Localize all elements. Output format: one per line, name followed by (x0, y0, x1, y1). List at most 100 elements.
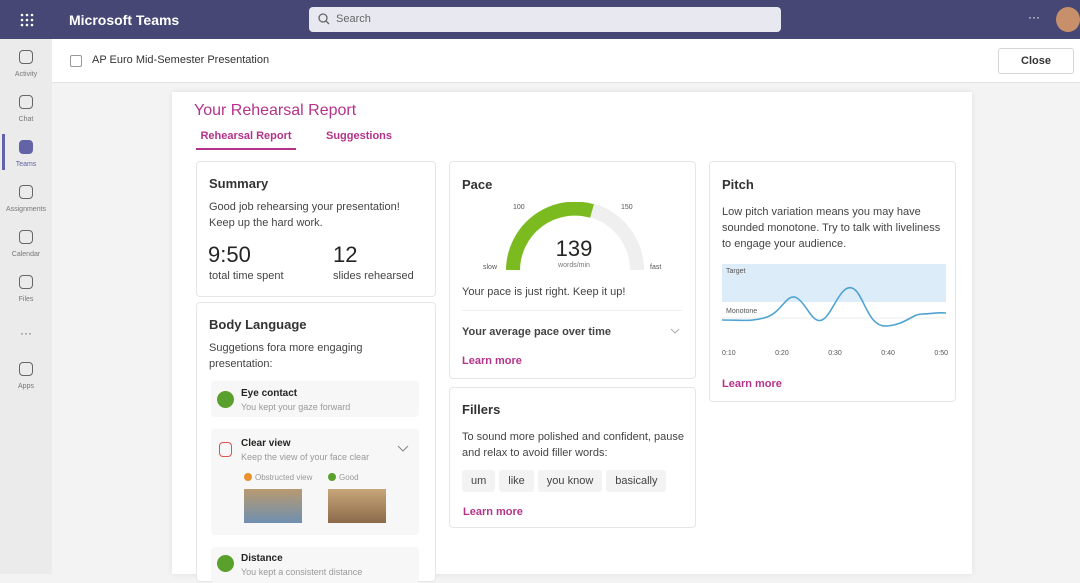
sidebar-icon[interactable] (19, 362, 33, 376)
item-title: Distance (241, 553, 283, 564)
pitch-card: Pitch Low pitch variation means you may … (709, 161, 956, 402)
filler-word: um (462, 470, 496, 492)
time-axis: 0:10 0:20 0:30 0:40 0:50 (722, 350, 948, 357)
card-title: Body Language (209, 317, 307, 332)
pitch-line (722, 287, 946, 327)
gauge-unit: words/min (558, 262, 590, 269)
app-title: Microsoft Teams (69, 12, 180, 28)
check-icon (217, 391, 234, 408)
sidebar-icon[interactable] (19, 185, 33, 199)
card-title: Summary (209, 176, 269, 191)
summary-card: Summary Good job rehearsing your present… (196, 161, 436, 297)
pitch-graph (722, 264, 946, 327)
summary-text: Good job rehearsing your presentation! K… (209, 201, 400, 229)
item-text: Keep the view of your face clear (241, 452, 370, 462)
fillers-text: To sound more polished and confident, pa… (462, 431, 684, 459)
sidebar-label[interactable]: Files (18, 296, 34, 303)
search-placeholder: Search (336, 13, 371, 25)
tab[interactable]: Rehearsal Report (196, 130, 296, 150)
sidebar-icon[interactable] (19, 230, 33, 244)
band-label: Target (726, 268, 746, 275)
close-button[interactable]: Close (998, 48, 1074, 74)
app-launcher-icon[interactable] (20, 13, 34, 27)
search-icon (318, 13, 330, 25)
time-label: 0:50 (934, 350, 948, 357)
suggestion-item: Clear view Keep the view of your face cl… (211, 429, 419, 535)
fillers-card: Fillers To sound more polished and confi… (449, 387, 696, 528)
card-title: Pace (462, 177, 493, 192)
time-label: 0:30 (828, 350, 842, 357)
learn-more-link[interactable]: Learn more (462, 355, 522, 367)
more-options[interactable]: ··· (1028, 10, 1040, 24)
warning-icon (219, 442, 232, 457)
sidebar-label[interactable]: Chat (18, 116, 34, 123)
body-language-text: Suggetions fora more engaging presentati… (209, 342, 363, 370)
sidebar-label[interactable]: Calendar (11, 251, 41, 258)
camera-thumbnail (328, 489, 386, 523)
item-text: You kept a consistent distance (241, 567, 363, 577)
more-apps[interactable]: ··· (20, 326, 32, 340)
card-title: Pitch (722, 177, 754, 192)
gauge-tick: 100 (513, 204, 525, 211)
suggestion-item: Eye contact You kept your gaze forward (211, 381, 419, 417)
active-indicator (2, 134, 5, 170)
stat-label: total time spent (209, 270, 284, 282)
filler-word: like (499, 470, 534, 492)
item-text: You kept your gaze forward (241, 402, 351, 412)
gauge-max-label: fast (650, 264, 662, 271)
top-bar: Microsoft Teams Search ··· (0, 0, 1080, 39)
target-band (722, 264, 946, 302)
stat-value: 12 (333, 242, 358, 267)
image-label: Obstructed view (255, 473, 313, 482)
stat-label: slides rehearsed (333, 270, 414, 282)
sidebar-icon[interactable] (19, 95, 33, 109)
tab[interactable]: Suggestions (326, 130, 393, 142)
image-label: Good (339, 473, 359, 482)
sidebar-label[interactable]: Activity (14, 71, 38, 78)
sidebar-label[interactable]: Teams (15, 161, 37, 168)
expand-chevron[interactable] (397, 445, 409, 453)
average-pace-toggle[interactable]: Your average pace over time (462, 326, 611, 338)
sidebar-icon[interactable] (19, 140, 33, 154)
sidebar-icon[interactable] (19, 275, 33, 289)
time-label: 0:20 (775, 350, 789, 357)
time-label: 0:40 (881, 350, 895, 357)
gauge-min-label: slow (483, 264, 498, 271)
pitch-text: Low pitch variation means you may have s… (722, 206, 941, 250)
suggestion-item: Distance You kept a consistent distance (211, 547, 419, 583)
sidebar (0, 39, 52, 574)
document-title: AP Euro Mid-Semester Presentation (92, 54, 270, 66)
sidebar-label[interactable]: Apps (18, 383, 34, 390)
band-label: Monotone (726, 308, 758, 315)
camera-thumbnail (244, 489, 302, 523)
pace-gauge (506, 202, 644, 271)
gauge-value: 139 (555, 236, 593, 261)
learn-more-link[interactable]: Learn more (722, 378, 782, 390)
pace-message: Your pace is just right. Keep it up! (462, 286, 626, 298)
stat-value: 9:50 (208, 242, 251, 267)
filler-word: you know (537, 470, 603, 492)
divider (462, 310, 682, 311)
body-language-card: Body Language Suggetions fora more engag… (196, 302, 436, 583)
filler-words: um like you know basically (462, 470, 692, 492)
card-title: Fillers (462, 402, 501, 417)
time-label: 0:10 (722, 350, 736, 357)
warning-dot (244, 473, 252, 481)
sidebar-icon[interactable] (19, 50, 33, 64)
pace-card: Pace 100 150 slow fast 139 words/min You… (449, 161, 696, 379)
good-dot (328, 473, 336, 481)
item-title: Eye contact (241, 388, 298, 399)
item-title: Clear view (241, 438, 291, 449)
document-bar: AP Euro Mid-Semester Presentation Close (52, 39, 1080, 83)
gauge-tick: 150 (621, 204, 633, 211)
filler-word: basically (606, 470, 667, 492)
search-box[interactable]: Search (309, 7, 781, 32)
expand-chevron[interactable] (670, 328, 680, 335)
sidebar-label[interactable]: Assignments (5, 206, 47, 213)
check-icon (217, 555, 234, 572)
document-icon (70, 55, 82, 67)
learn-more-link[interactable]: Learn more (463, 506, 523, 518)
avatar[interactable] (1056, 7, 1080, 32)
